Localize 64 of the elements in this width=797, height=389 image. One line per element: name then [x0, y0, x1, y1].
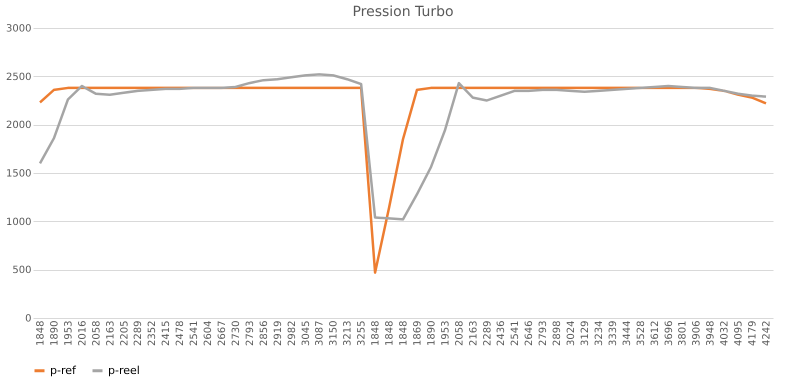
x-tick-label: 2478 [175, 320, 186, 346]
x-tick-label: 3087 [314, 320, 326, 346]
x-tick-label: 1869 [412, 320, 424, 346]
y-tick-label: 2000 [6, 120, 32, 132]
x-tick-label: 3045 [300, 320, 312, 346]
x-tick-label: 3906 [692, 320, 703, 346]
x-tick-label: 2646 [524, 320, 536, 346]
x-tick-label: 3612 [650, 320, 661, 346]
chart-title: Pression Turbo [352, 4, 454, 20]
x-tick-label: 2163 [105, 320, 116, 346]
y-tick-label: 500 [12, 265, 32, 276]
x-tick-label: 2919 [272, 320, 284, 346]
x-tick-label: 2982 [286, 320, 298, 346]
x-tick-label: 3696 [664, 320, 675, 346]
x-tick-label: 2163 [468, 320, 480, 346]
x-tick-label: 2058 [91, 320, 102, 346]
x-tick-label: 3801 [678, 320, 689, 346]
x-tick-label: 2604 [203, 320, 214, 346]
x-tick-label: 3234 [594, 320, 605, 346]
x-tick-label: 3444 [622, 320, 633, 346]
x-tick-label: 3948 [706, 320, 717, 346]
x-tick-label: 1848 [398, 320, 410, 346]
x-tick-label: 2667 [216, 320, 228, 346]
x-tick-label: 4032 [720, 320, 731, 346]
x-tick-label: 3129 [580, 320, 592, 346]
x-tick-label: 2541 [510, 320, 522, 346]
x-tick-label: 2541 [189, 320, 200, 346]
x-tick-label: 1848 [35, 320, 46, 346]
x-tick-label: 1953 [63, 320, 74, 346]
x-tick-label: 1848 [370, 320, 382, 346]
y-tick-label: 2500 [6, 72, 32, 83]
x-tick-label: 2289 [133, 320, 144, 346]
x-tick-label: 3024 [566, 320, 578, 346]
legend-label: p-reel [108, 364, 140, 377]
x-tick-label: 1890 [49, 320, 60, 346]
x-tick-label: 2016 [77, 320, 88, 346]
x-tick-label: 4242 [762, 320, 773, 346]
x-tick-label: 2436 [496, 320, 508, 346]
x-tick-label: 3339 [608, 320, 619, 346]
x-tick-label: 2289 [482, 320, 494, 346]
x-tick-label: 2058 [454, 320, 466, 346]
x-tick-label: 4095 [734, 320, 745, 346]
x-tick-label: 3255 [356, 320, 368, 346]
x-tick-label: 1890 [426, 320, 438, 346]
x-tick-label: 3528 [636, 320, 647, 346]
x-tick-label: 2730 [230, 320, 242, 346]
x-tick-label: 2898 [552, 320, 564, 346]
x-tick-label: 2415 [161, 320, 172, 346]
y-tick-label: 1500 [6, 168, 32, 180]
y-tick-label: 0 [25, 314, 32, 324]
x-tick-label: 2793 [538, 320, 550, 346]
x-tick-label: 2793 [244, 320, 256, 346]
legend-label: p-ref [50, 364, 77, 377]
x-tick-label: 4179 [748, 320, 759, 346]
x-tick-label: 1953 [440, 320, 452, 346]
y-tick-label: 1000 [6, 216, 32, 228]
x-tick-label: 2205 [119, 320, 130, 346]
x-tick-label: 3150 [328, 320, 340, 346]
x-tick-label: 2856 [258, 320, 270, 346]
line-series [38, 73, 768, 221]
x-tick-label: 3213 [342, 320, 354, 346]
x-tick-label: 1848 [384, 320, 396, 346]
x-tick-label: 2352 [147, 320, 158, 346]
y-tick-label: 3000 [6, 24, 32, 34]
